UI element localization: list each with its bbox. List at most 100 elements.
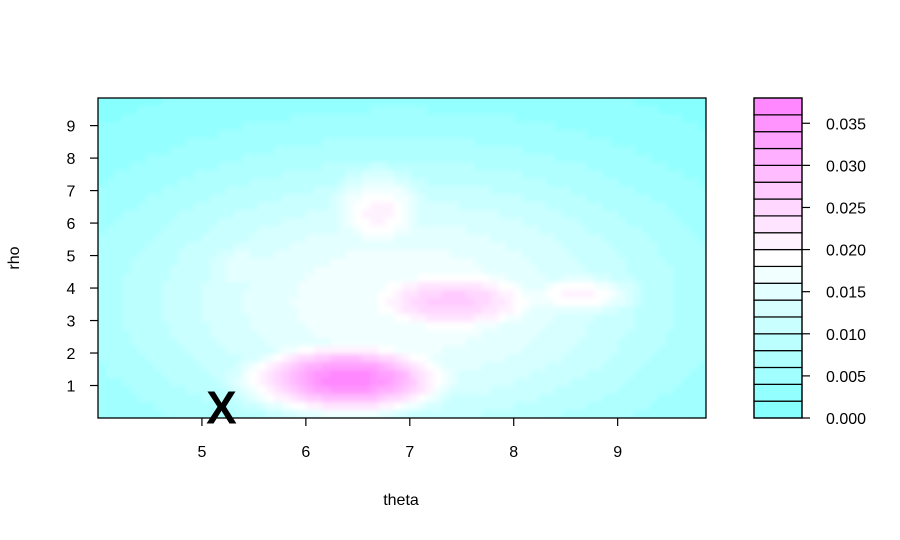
heat-cell xyxy=(458,186,467,195)
heat-cell xyxy=(522,194,531,203)
heat-cell xyxy=(346,234,355,243)
heat-cell xyxy=(186,410,195,418)
heat-cell xyxy=(242,354,251,363)
heat-cell xyxy=(626,138,635,147)
heat-cell xyxy=(466,386,475,395)
heat-cell xyxy=(610,378,619,387)
heat-cell xyxy=(138,146,147,155)
heat-cell xyxy=(114,202,123,211)
heat-cell xyxy=(490,202,499,211)
heat-cell xyxy=(170,330,179,339)
heat-cell xyxy=(258,282,267,291)
heat-cell xyxy=(530,378,539,387)
heat-cell xyxy=(98,218,107,227)
heat-cell xyxy=(474,98,483,107)
heat-cell xyxy=(442,130,451,139)
heat-cell xyxy=(650,306,659,315)
heat-cell xyxy=(418,354,427,363)
colorbar-tick-label: 0.005 xyxy=(826,369,866,386)
heat-cell xyxy=(346,322,355,331)
heat-cell xyxy=(490,194,499,203)
heat-cell xyxy=(434,354,443,363)
heat-cell xyxy=(130,274,139,283)
heat-cell xyxy=(186,306,195,315)
colorbar-segment xyxy=(753,215,803,234)
heat-cell xyxy=(658,298,667,307)
heat-cell xyxy=(546,418,555,427)
marker-label: X xyxy=(206,381,237,433)
heat-cell xyxy=(322,162,331,171)
heat-cell xyxy=(586,378,595,387)
heat-cell xyxy=(122,418,131,427)
heat-cell xyxy=(282,138,291,147)
heat-cell xyxy=(282,266,291,275)
heat-cell xyxy=(402,266,411,275)
heat-cell xyxy=(482,354,491,363)
heat-cell xyxy=(330,362,339,371)
heat-cell xyxy=(394,202,403,211)
heat-cell xyxy=(202,386,211,395)
heat-cell xyxy=(506,346,515,355)
heat-cell xyxy=(98,274,99,283)
heat-cell xyxy=(218,338,227,347)
heat-cell xyxy=(586,314,595,323)
heat-cell xyxy=(466,202,475,211)
heat-cell xyxy=(538,362,547,371)
heat-cell xyxy=(218,258,227,267)
heat-cell xyxy=(362,210,371,219)
heat-cell xyxy=(410,314,419,323)
heat-cell xyxy=(690,258,699,267)
heat-cell xyxy=(370,242,379,251)
heat-cell xyxy=(570,362,579,371)
heat-cell xyxy=(226,194,235,203)
heat-cell xyxy=(394,210,403,219)
heat-cell xyxy=(258,370,267,379)
heat-cell xyxy=(122,338,131,347)
heat-cell xyxy=(626,226,635,235)
heat-cell xyxy=(634,418,643,427)
heat-cell xyxy=(626,394,635,403)
heat-cell xyxy=(674,418,683,427)
heat-cell xyxy=(250,330,259,339)
heat-cell xyxy=(450,322,459,331)
heat-cell xyxy=(594,370,603,379)
heat-cell xyxy=(314,98,323,107)
heat-cell xyxy=(690,202,699,211)
heat-cell xyxy=(330,138,339,147)
heat-cell xyxy=(538,282,547,291)
heat-cell xyxy=(498,274,507,283)
heat-cell xyxy=(426,370,435,379)
heat-cell xyxy=(418,210,427,219)
heat-cell xyxy=(450,378,459,387)
heat-cell xyxy=(538,258,547,267)
heat-cell xyxy=(482,218,491,227)
heat-cell xyxy=(474,394,483,403)
heat-cell xyxy=(378,362,387,371)
heat-cell xyxy=(338,122,347,131)
heat-cell xyxy=(354,218,363,227)
heat-cell xyxy=(354,282,363,291)
heat-cell xyxy=(394,98,403,99)
heat-cell xyxy=(514,386,523,395)
heat-cell xyxy=(602,106,611,115)
heat-cell xyxy=(514,394,523,403)
heat-cell xyxy=(642,226,651,235)
heat-cell xyxy=(394,330,403,339)
heat-cell xyxy=(242,314,251,323)
heat-cell xyxy=(594,386,603,395)
heat-cell xyxy=(642,410,651,418)
heat-cell xyxy=(114,314,123,323)
heat-cell xyxy=(250,386,259,395)
heat-cell xyxy=(242,330,251,339)
heat-cell xyxy=(290,266,299,275)
heat-cell xyxy=(322,210,331,219)
heat-cell xyxy=(666,346,675,355)
heat-cell xyxy=(546,106,555,115)
heat-cell xyxy=(290,218,299,227)
heat-cell xyxy=(122,266,131,275)
heat-cell xyxy=(162,170,171,179)
heat-cell xyxy=(570,210,579,219)
heat-cell xyxy=(106,418,115,427)
heat-cell xyxy=(298,162,307,171)
heat-cell xyxy=(482,146,491,155)
